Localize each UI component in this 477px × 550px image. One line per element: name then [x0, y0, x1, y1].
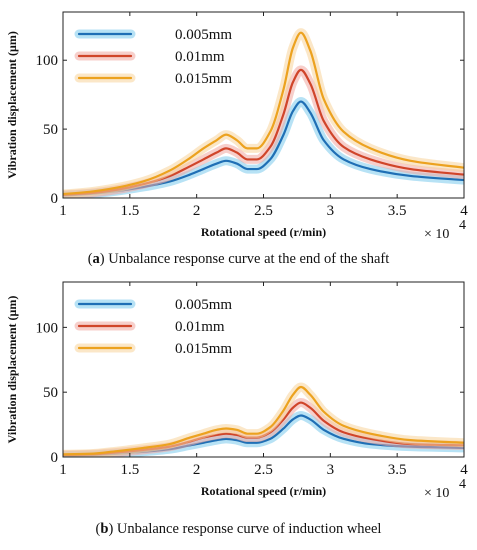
- legend-label-0.01mm: 0.01mm: [175, 49, 225, 65]
- x-tick-label: 4: [460, 203, 468, 219]
- chart-panel-a: 1 1.5 2 2.5 3 3.5 4 0 50 100 Rotational speed (r/m…: [5, 11, 468, 242]
- x-tick-label: 4: [460, 462, 468, 478]
- legend: 0.005mm 0.01mm 0.015mm: [74, 27, 232, 87]
- x-axis-label: Rotational speed (r/min): [201, 225, 326, 239]
- x-tick-label: 2: [193, 203, 201, 219]
- legend-label-0.005mm: 0.005mm: [175, 297, 232, 313]
- legend-label-0.005mm: 0.005mm: [175, 27, 232, 43]
- series-line-0.015mm: [63, 31, 464, 196]
- legend-label-0.015mm: 0.015mm: [175, 71, 232, 87]
- x-tick-label: 3: [327, 203, 335, 219]
- y-axis-label: Vibration displacement (μm): [5, 296, 19, 444]
- x-tick-label: 1.5: [120, 462, 139, 478]
- x-tick-label: 2: [193, 462, 201, 478]
- x-tick-label: 3.5: [388, 462, 407, 478]
- plot-area: [63, 382, 464, 457]
- y-axis-label: Vibration displacement (μm): [5, 31, 19, 179]
- caption-letter-a: a: [92, 251, 100, 267]
- x-tick-label: 3.5: [388, 203, 407, 219]
- caption-text-b: Unbalance response curve of induction wh…: [113, 521, 382, 537]
- y-tick-label: 50: [43, 385, 58, 401]
- caption-text-a: Unbalance response curve at the end of t…: [104, 251, 390, 267]
- x-tick-label: 1: [59, 203, 67, 219]
- x-multiplier: × 10: [424, 486, 449, 501]
- x-tick-label: 2.5: [254, 462, 273, 478]
- x-tick-label: 2.5: [254, 203, 273, 219]
- y-tick-label: 50: [43, 122, 58, 138]
- x-tick-label: 1.5: [120, 203, 139, 219]
- x-multiplier-exponent: 4: [459, 218, 466, 233]
- legend-label-0.015mm: 0.015mm: [175, 341, 232, 357]
- plot-area: [63, 28, 464, 198]
- x-multiplier: × 10: [424, 227, 449, 242]
- legend-label-0.01mm: 0.01mm: [175, 319, 225, 335]
- y-tick-label: 100: [36, 53, 59, 69]
- x-multiplier-exponent: 4: [459, 477, 466, 492]
- caption-letter-b: b: [100, 521, 109, 537]
- y-tick-label: 0: [51, 191, 59, 207]
- series-line-0.015mm: [63, 385, 464, 456]
- y-tick-label: 0: [51, 450, 59, 466]
- caption-panel-a: (a) Unbalance response curve at the end …: [87, 251, 390, 267]
- x-tick-label: 1: [59, 462, 67, 478]
- chart-panel-b: 1 1.5 2 2.5 3 3.5 4 0 50 100 Rotational speed (r/m…: [5, 281, 468, 501]
- x-tick-label: 3: [327, 462, 335, 478]
- y-tick-label: 100: [36, 320, 59, 336]
- x-axis-label: Rotational speed (r/min): [201, 484, 326, 498]
- legend: 0.005mm 0.01mm 0.015mm: [74, 297, 232, 357]
- caption-panel-b: (b) Unbalance response curve of inductio…: [95, 521, 382, 537]
